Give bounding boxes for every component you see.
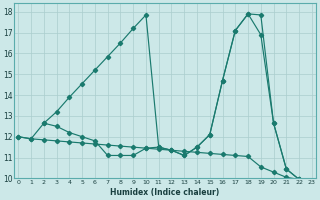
X-axis label: Humidex (Indice chaleur): Humidex (Indice chaleur): [110, 188, 220, 197]
